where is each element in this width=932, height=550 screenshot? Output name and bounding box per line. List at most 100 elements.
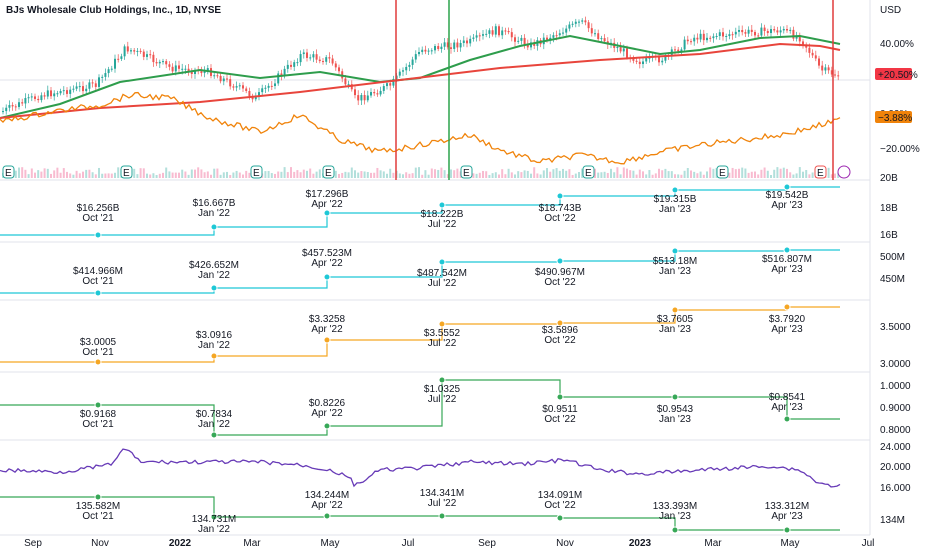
candle-body: [347, 84, 350, 86]
volume-bar: [674, 174, 676, 178]
candle-body: [338, 67, 340, 72]
volume-bar: [82, 171, 84, 178]
candle-body: [664, 55, 667, 61]
step-point: [323, 512, 331, 520]
volume-bar: [546, 168, 548, 178]
step-line-pe-and-shares: [0, 496, 840, 531]
volume-bar: [85, 169, 88, 178]
point-period-label: Oct '21: [82, 213, 114, 224]
volume-bar: [59, 172, 62, 178]
volume-bar: [638, 169, 641, 178]
volume-bar: [526, 170, 529, 178]
volume-bar: [219, 174, 222, 178]
volume-bar: [507, 168, 510, 178]
candle-body: [98, 77, 100, 87]
volume-bar: [498, 174, 500, 178]
candle-body: [597, 33, 600, 40]
candle-body: [354, 89, 356, 96]
candle-body: [27, 97, 30, 99]
volume-bar: [158, 173, 161, 178]
candle-body: [526, 44, 529, 48]
candle-body: [517, 40, 520, 42]
candle-body: [392, 78, 395, 86]
candle-body: [523, 37, 526, 45]
candle-body: [722, 32, 724, 37]
volume-bar: [43, 168, 46, 178]
point-value-label: $16.667B: [193, 198, 236, 209]
point-value-label: $513.18M: [653, 256, 697, 267]
candle-body: [178, 65, 180, 69]
step-point: [210, 513, 218, 521]
volume-bar: [373, 172, 376, 178]
candle-body: [88, 82, 91, 89]
candle-body: [824, 67, 827, 71]
volume-bar: [222, 172, 225, 178]
point-period-label: Oct '21: [82, 419, 114, 430]
candle-body: [494, 26, 497, 35]
volume-bar: [648, 170, 651, 178]
point-period-label: Jan '23: [659, 511, 691, 522]
volume-bar: [549, 171, 552, 178]
candle-body: [446, 42, 449, 48]
volume-bar: [811, 172, 814, 178]
candle-body: [757, 35, 760, 37]
candle-body: [818, 58, 820, 66]
point-period-label: Jan '23: [659, 324, 691, 335]
volume-bar: [658, 168, 660, 178]
candle-body: [520, 37, 523, 41]
point-value-label: $3.7605: [657, 314, 694, 325]
volume-bar: [539, 174, 542, 178]
point-period-label: Jan '22: [198, 270, 230, 281]
volume-bar: [66, 171, 68, 178]
volume-bar: [414, 167, 417, 178]
volume-bar: [542, 170, 545, 178]
x-tick-label: May: [321, 538, 340, 549]
candle-body: [590, 28, 593, 34]
volume-bar: [606, 172, 609, 178]
candle-body: [738, 29, 740, 32]
earnings-marker: [716, 165, 729, 179]
point-period-label: Oct '22: [544, 335, 576, 346]
candle-body: [328, 57, 331, 59]
volume-bar: [565, 170, 568, 178]
volume-bar: [242, 174, 244, 178]
volume-bar: [318, 169, 321, 178]
volume-bar: [808, 174, 811, 178]
step-point: [94, 493, 102, 501]
point-period-label: Apr '22: [311, 408, 343, 419]
candle-body: [478, 35, 481, 37]
volume-bar: [434, 169, 436, 178]
volume-bar: [654, 173, 657, 178]
price-axis-tick: 40.00%: [880, 39, 914, 50]
volume-bar: [197, 167, 200, 178]
point-value-label: $1.0325: [424, 384, 461, 395]
candle-body: [216, 75, 219, 77]
volume-bar: [622, 167, 625, 178]
step-point: [556, 319, 564, 327]
earnings-marker: [814, 165, 827, 179]
candle-body: [661, 60, 664, 63]
fund-axis-tick: 1.0000: [880, 381, 911, 392]
volume-bar: [392, 172, 395, 178]
candle-body: [82, 86, 84, 92]
volume-bar: [312, 173, 315, 178]
fund-axis-tick: 500M: [880, 252, 905, 263]
volume-bar: [437, 169, 440, 178]
candle-body: [434, 46, 436, 51]
step-point: [323, 336, 331, 344]
earnings-marker-label: E: [817, 168, 824, 179]
point-value-label: 134.341M: [420, 488, 464, 499]
candle-body: [370, 92, 372, 96]
volume-bar: [94, 174, 97, 178]
volume-bar: [661, 170, 664, 178]
candle-body: [763, 27, 766, 31]
x-tick-label: Sep: [478, 538, 496, 549]
volume-bar: [245, 170, 248, 178]
volume-bar: [568, 169, 571, 178]
volume-bar: [699, 171, 702, 178]
volume-bar: [690, 170, 692, 178]
candle-body: [798, 36, 801, 42]
candle-body: [677, 49, 680, 52]
candle-body: [245, 88, 248, 91]
